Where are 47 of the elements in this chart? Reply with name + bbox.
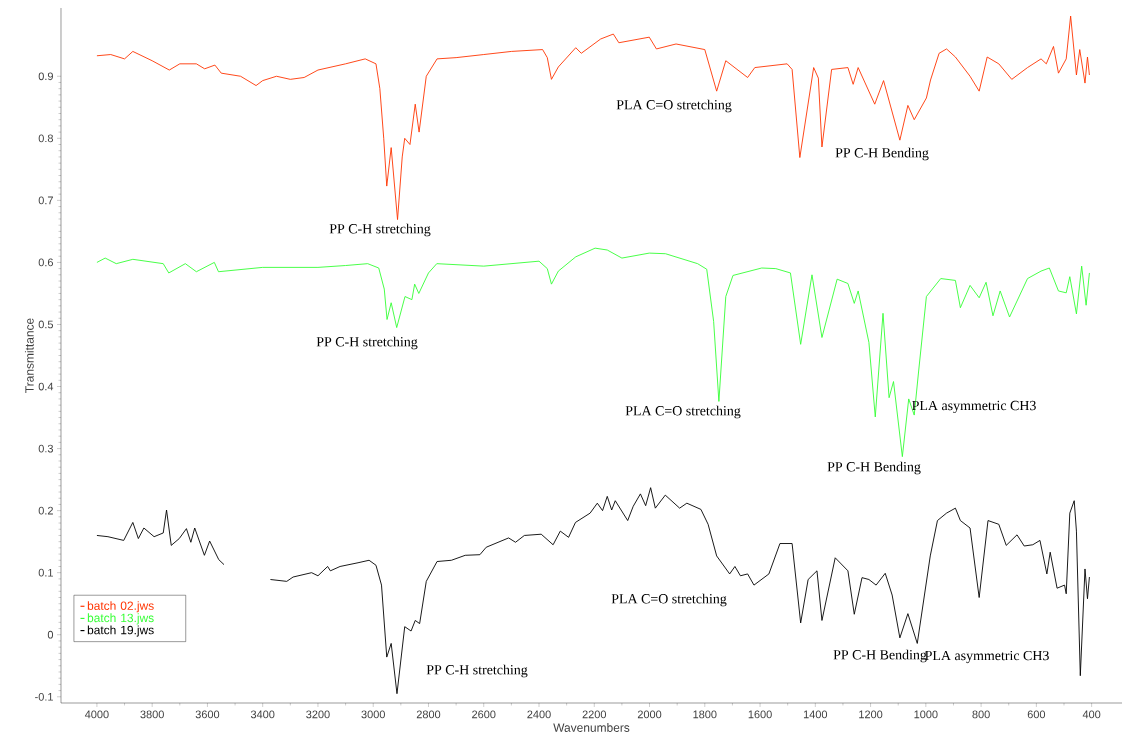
- x-tick-label: 1200: [859, 710, 883, 719]
- x-axis-title: Wavenumbers: [553, 723, 630, 732]
- y-tick-label: 0.8: [38, 134, 53, 143]
- x-tick-label: 4000: [84, 710, 109, 719]
- x-tick-label: 2200: [582, 710, 607, 719]
- x-tick-label: 3200: [306, 710, 330, 719]
- x-tick-label: 2000: [637, 710, 662, 719]
- x-tick-label: 3600: [195, 710, 220, 719]
- y-tick-label: 0.6: [38, 258, 53, 267]
- y-tick-label: 0.7: [38, 196, 53, 205]
- x-tick-label: 600: [1027, 710, 1046, 719]
- x-tick-label: 1800: [693, 710, 717, 719]
- legend-label: batch 02.jws: [87, 601, 154, 613]
- x-tick-label: 3000: [361, 710, 385, 719]
- annotation: PLA C=O stretching: [616, 99, 732, 113]
- y-tick-label: 0.1: [38, 568, 53, 577]
- x-tick-label: 3400: [250, 710, 275, 719]
- y-tick-label: 0.5: [38, 320, 54, 329]
- annotation: PLA C=O stretching: [611, 593, 727, 607]
- line-series: [96, 15, 1090, 221]
- x-tick-label: 2800: [416, 710, 441, 719]
- legend-label: batch 13.jws: [87, 613, 154, 625]
- y-tick-label: 0.3: [38, 444, 53, 453]
- annotation: PLA C=O stretching: [625, 405, 741, 419]
- y-tick-label: 0.2: [38, 506, 53, 515]
- y-axis-title: Transmittance: [24, 318, 34, 393]
- legend-label: batch 19.jws: [87, 625, 154, 637]
- x-tick-label: 1600: [748, 710, 772, 719]
- x-tick-label: 400: [1082, 710, 1101, 719]
- annotation: PP C-H Bending: [833, 649, 927, 663]
- annotation: PP C-H Bending: [835, 147, 929, 161]
- x-tick-label: 2600: [472, 710, 496, 719]
- x-tick-label: 800: [972, 710, 990, 719]
- y-tick-label: 0: [47, 630, 54, 639]
- annotation: PLA asymmetric CH3: [912, 400, 1036, 414]
- x-tick-label: 2400: [527, 710, 551, 719]
- x-tick-label: 3800: [140, 710, 164, 719]
- annotation: PP C-H stretching: [316, 336, 418, 350]
- x-tick-label: 1000: [914, 710, 938, 719]
- annotation: PP C-H Bending: [827, 461, 921, 475]
- annotation: PP C-H stretching: [426, 664, 528, 678]
- line-series: [96, 247, 1090, 458]
- x-tick-label: 1400: [803, 710, 828, 719]
- annotation: PP C-H stretching: [329, 223, 431, 237]
- y-tick-label: -0.1: [35, 692, 53, 701]
- y-tick-label: 0.9: [38, 72, 53, 81]
- y-tick-label: 0.4: [38, 382, 54, 391]
